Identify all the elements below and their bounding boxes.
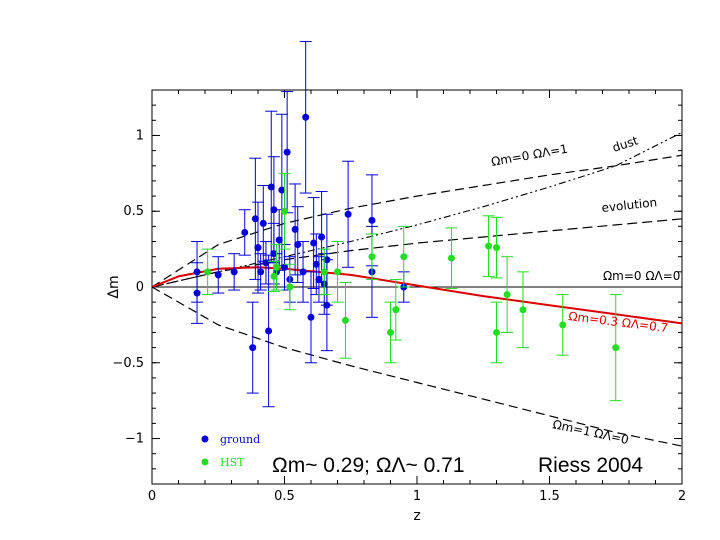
legend-ground-label: ground (220, 433, 260, 446)
data-point-hst (400, 253, 408, 261)
data-point-hst (559, 321, 567, 329)
data-point-hst (341, 316, 349, 324)
axis-ticks: 0 0.5 1 1.5 2 1 0.5 0 −0.5 −1 (112, 90, 686, 504)
model-curve (151, 131, 683, 288)
data-point-hst (612, 344, 620, 352)
x-tick-label: 2 (678, 489, 686, 504)
data-point-ground (230, 268, 238, 276)
data-point-ground (302, 113, 310, 121)
data-point-ground (257, 268, 265, 276)
data-point-hst (281, 207, 288, 215)
annotation-omega: Ωm~ 0.29; ΩΛ~ 0.71 (272, 454, 465, 477)
data-point-ground (315, 275, 323, 283)
x-tick-label: 0.5 (274, 489, 295, 504)
model-curve (151, 154, 683, 288)
data-point-ground (283, 148, 291, 156)
y-tick-label: 0.5 (123, 204, 144, 219)
legend-ground-marker (201, 435, 209, 443)
x-tick-label: 1.5 (539, 489, 560, 504)
model-curve (151, 286, 683, 447)
legend-hst-marker (201, 458, 209, 466)
curve-label-dust: dust (611, 133, 641, 154)
legend-hst-label: HST (220, 456, 245, 469)
data-point-ground (251, 215, 259, 223)
data-point-hst (320, 268, 328, 276)
curve-label-om03-ol07: Ωm=0.3 ΩΛ=0.7 (568, 309, 669, 335)
data-point-hst (485, 242, 493, 250)
data-point-hst (270, 272, 278, 280)
data-point-hst (493, 328, 500, 336)
data-point-hst (447, 254, 455, 262)
y-tick-label: 1 (136, 128, 144, 143)
data-point-ground (307, 313, 315, 321)
data-point-ground (344, 210, 352, 218)
data-point-ground (275, 236, 283, 244)
y-axis-label: Δm (106, 275, 122, 298)
y-tick-label: 0 (136, 280, 144, 295)
legend: ground HST (201, 433, 260, 469)
data-point-ground (214, 271, 222, 279)
x-axis-label: z (413, 508, 420, 524)
data-point-ground (299, 268, 307, 276)
data-point-hst (368, 253, 376, 261)
data-point-ground (294, 241, 302, 249)
data-point-ground (265, 327, 273, 335)
data-point-ground (318, 233, 326, 241)
curve-label-om0-ol0: Ωm=0 ΩΛ=0 (603, 269, 680, 283)
x-tick-label: 1 (413, 489, 421, 504)
data-point-hst (519, 306, 527, 314)
data-point-ground (312, 260, 320, 268)
data-point-hst (503, 291, 511, 299)
y-tick-label: −1 (125, 432, 144, 447)
annotation-riess: Riess 2004 (538, 454, 643, 477)
data-point-ground (254, 244, 262, 252)
data-point-ground (310, 239, 318, 247)
data-point-hst (273, 263, 281, 271)
data-point-ground (267, 183, 275, 191)
data-point-hst (387, 328, 394, 336)
data-point-ground (281, 263, 288, 271)
model-curves (151, 131, 683, 447)
data-point-ground (241, 228, 249, 236)
data-points (191, 41, 622, 408)
curve-label-evolution: evolution (601, 195, 658, 215)
data-point-hst (493, 244, 500, 252)
data-point-ground (278, 186, 286, 194)
data-point-hst (286, 283, 294, 291)
data-point-ground (193, 289, 201, 297)
data-point-hst (392, 306, 400, 314)
x-tick-label: 0 (148, 489, 156, 504)
curve-label-om1-ol0: Ωm=1 ΩΛ=0 (551, 417, 630, 447)
data-point-hst (204, 268, 212, 276)
data-point-ground (291, 225, 299, 233)
curve-label-om0-ol1: Ωm=0 ΩΛ=1 (490, 142, 569, 169)
data-point-hst (334, 268, 341, 276)
data-point-ground (259, 219, 267, 227)
data-point-ground (368, 216, 376, 224)
y-tick-label: −0.5 (112, 356, 144, 371)
data-point-ground (323, 301, 331, 309)
data-point-ground (249, 344, 257, 352)
